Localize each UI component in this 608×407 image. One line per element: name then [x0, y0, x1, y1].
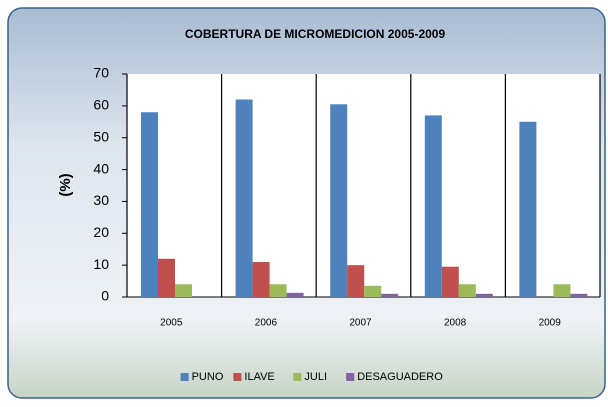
x-tick-label: 2008 [444, 318, 467, 329]
y-tick-label: 10 [93, 256, 109, 272]
bar [570, 293, 588, 297]
bar [330, 104, 348, 297]
bar [441, 266, 459, 297]
bar [364, 285, 382, 297]
bar [424, 115, 442, 298]
y-tick-label: 30 [93, 192, 109, 208]
y-tick-label: 50 [93, 128, 109, 144]
y-tick-label: 40 [93, 160, 109, 176]
legend-swatch [180, 373, 189, 381]
bar [519, 121, 537, 298]
bar [553, 284, 571, 297]
bar [175, 284, 192, 297]
bar [235, 99, 253, 297]
legend-swatch [346, 373, 355, 381]
legend-label: PUNO [192, 371, 224, 383]
y-tick-label: 20 [93, 224, 109, 240]
bar [252, 261, 270, 297]
legend-label: DESAGUADERO [357, 371, 443, 383]
x-tick-label: 2005 [160, 318, 183, 329]
y-axis-label: (%) [57, 173, 74, 196]
bar [141, 112, 158, 297]
bar [347, 265, 365, 297]
x-tick-label: 2009 [539, 318, 562, 329]
x-tick-label: 2007 [349, 318, 372, 329]
bar [458, 284, 476, 297]
bar [158, 258, 175, 297]
legend-swatch [233, 373, 242, 381]
bar [286, 292, 304, 297]
bar [381, 293, 399, 297]
legend-label: JULI [304, 371, 327, 383]
y-tick-label: 70 [93, 65, 109, 81]
x-tick-label: 2006 [255, 318, 278, 329]
y-tick-label: 0 [101, 288, 109, 304]
chart-title: COBERTURA DE MICROMEDICION 2005-2009 [185, 27, 446, 41]
legend-swatch [293, 373, 302, 381]
bar [269, 284, 287, 297]
bar [475, 293, 493, 297]
legend-label: ILAVE [244, 371, 274, 383]
y-tick-label: 60 [93, 97, 109, 113]
